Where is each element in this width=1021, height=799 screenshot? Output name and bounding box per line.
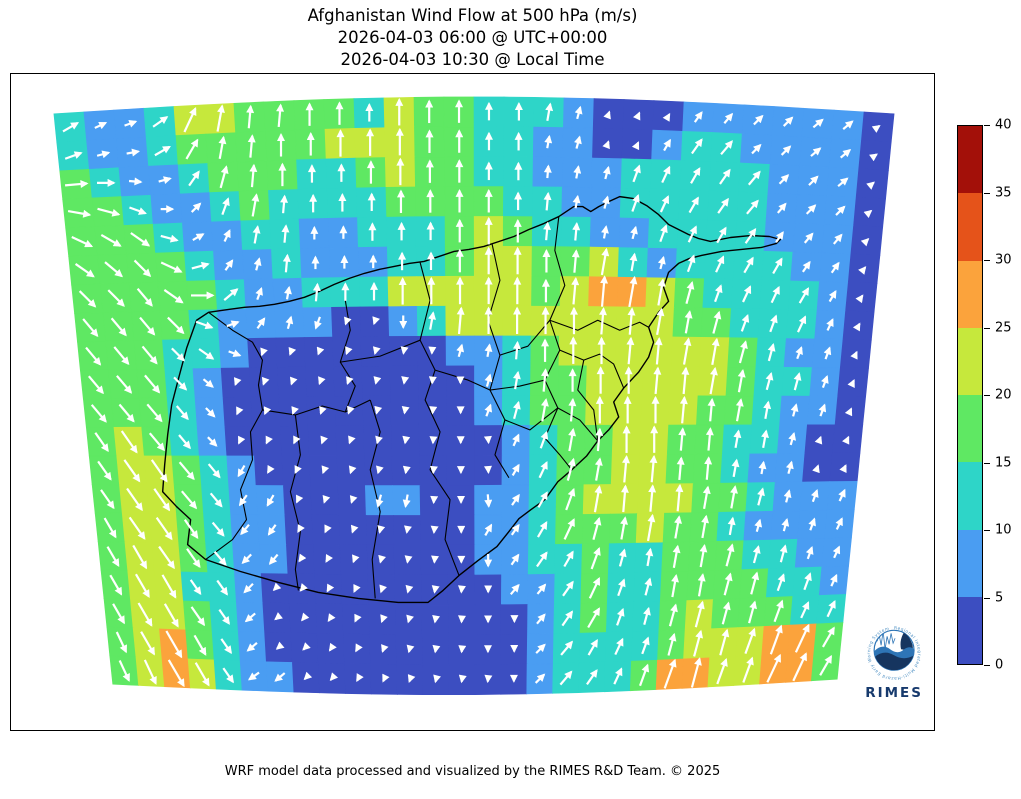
- colorbar-tick: [984, 327, 990, 329]
- colorbar-segment: [958, 260, 982, 328]
- logo-wordmark: RIMES: [865, 686, 923, 701]
- province-boundary: [289, 414, 301, 591]
- colorbar-tick-label: 10: [995, 522, 1012, 538]
- province-boundary: [208, 311, 264, 411]
- colorbar-segment: [958, 327, 982, 395]
- colorbar-tick-label: 30: [995, 252, 1012, 268]
- colorbar: 40 35 30 25 20 15 10 5 0: [957, 118, 1012, 673]
- colorbar-tick: [984, 395, 990, 396]
- afghanistan-boundaries: [161, 195, 782, 604]
- colorbar-segment: [958, 126, 982, 194]
- colorbar-tick-label: 20: [995, 387, 1012, 403]
- province-boundary: [499, 319, 649, 356]
- wind-map: Regional Integrated Multi-Hazard Early W…: [53, 96, 929, 701]
- province-boundary: [544, 216, 573, 471]
- wind-speed-field: [53, 96, 895, 696]
- colorbar-tick-label: 25: [995, 320, 1012, 335]
- colorbar-segment: [958, 193, 982, 261]
- title-line-2: 2026-04-03 06:00 @ UTC+00:00: [337, 28, 608, 47]
- colorbar-tick: [984, 530, 990, 531]
- province-boundary: [577, 360, 599, 441]
- province-boundary: [205, 409, 263, 560]
- colorbar-tick: [984, 462, 990, 464]
- wind-direction-arrows: [62, 97, 881, 689]
- colorbar-segment: [958, 596, 982, 664]
- colorbar-tick: [984, 125, 990, 126]
- attribution-footer: WRF model data processed and visualized …: [224, 764, 721, 779]
- colorbar-gradient: [957, 125, 983, 665]
- title-line-3: 2026-04-03 10:30 @ Local Time: [340, 50, 605, 69]
- chart-title: Afghanistan Wind Flow at 500 hPa (m/s) 2…: [10, 5, 935, 71]
- province-boundary: [340, 339, 421, 363]
- colorbar-tick-label: 15: [995, 455, 1012, 470]
- colorbar-segment: [958, 529, 982, 597]
- colorbar-tick-label: 5: [995, 590, 1004, 605]
- rimes-logo: Regional Integrated Multi-Hazard Early W…: [860, 619, 929, 701]
- province-boundary: [559, 349, 625, 389]
- province-boundary: [369, 399, 381, 599]
- province-boundary: [419, 262, 460, 576]
- colorbar-segment: [958, 395, 982, 463]
- title-line-1: Afghanistan Wind Flow at 500 hPa (m/s): [307, 6, 638, 25]
- colorbar-tick-label: 40: [995, 117, 1012, 133]
- colorbar-tick-label: 0: [995, 657, 1004, 673]
- colorbar-tick: [984, 192, 990, 194]
- province-boundary: [504, 407, 599, 442]
- colorbar-tick: [984, 597, 990, 599]
- colorbar-tick-label: 35: [995, 185, 1012, 200]
- province-boundary: [487, 243, 510, 479]
- colorbar-segment: [958, 462, 982, 530]
- colorbar-tick: [984, 260, 990, 261]
- country-outline: [161, 195, 782, 604]
- colorbar-tick: [984, 665, 990, 666]
- map-axes-frame: Regional Integrated Multi-Hazard Early W…: [10, 73, 935, 731]
